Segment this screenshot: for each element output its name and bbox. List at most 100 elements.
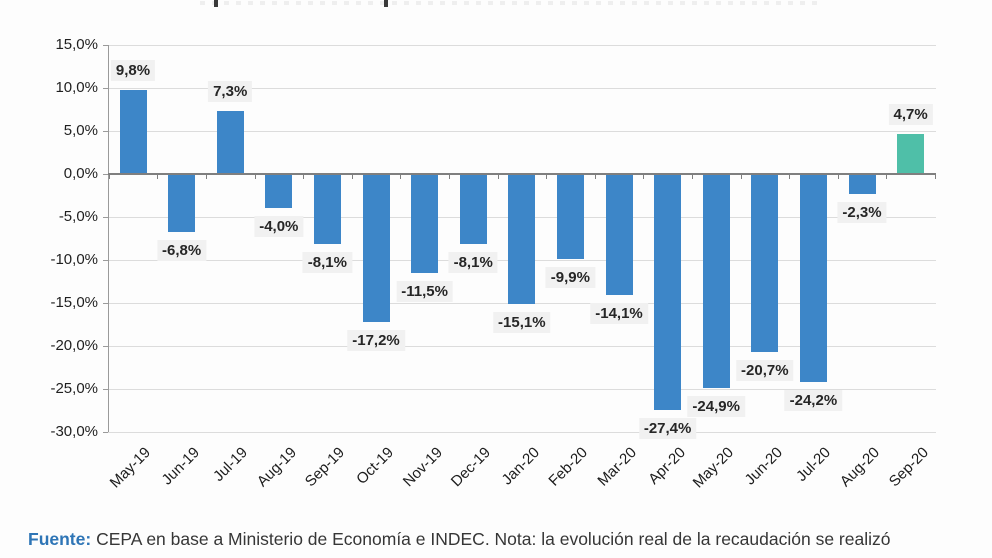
x-tick-label: Feb-20: [545, 444, 592, 490]
bar-value-label: -20,7%: [736, 360, 794, 382]
x-axis-tick: [497, 175, 499, 179]
bar-value-label: 9,8%: [110, 59, 156, 81]
x-axis-tick: [400, 175, 402, 179]
bar-value-label: -17,2%: [347, 329, 405, 351]
bar: [848, 174, 876, 194]
bar: [605, 174, 633, 296]
bar: [313, 174, 341, 244]
bar-value-label: -27,4%: [638, 417, 697, 439]
x-axis-tick: [594, 175, 596, 179]
x-tick-label: Sep-20: [885, 444, 932, 491]
x-axis-tick: [740, 175, 742, 179]
cropped-title-text-haze: [200, 1, 820, 5]
y-tick-label: -5,0%: [58, 208, 98, 225]
y-axis-tick: [103, 88, 108, 89]
x-axis-tick: [157, 175, 159, 179]
bar: [411, 174, 439, 273]
y-tick-label: -10,0%: [50, 251, 98, 268]
bar: [556, 174, 584, 260]
bar: [459, 174, 487, 244]
x-tick-label: Sep-19: [302, 444, 349, 491]
y-tick-label: -30,0%: [50, 423, 98, 440]
bar-value-label: -24,9%: [687, 396, 745, 418]
bar-value-label: 7,3%: [208, 81, 253, 103]
y-axis-tick: [103, 260, 108, 261]
x-tick-label: Apr-20: [644, 444, 689, 488]
x-tick-label: May-20: [689, 444, 738, 492]
bar: [168, 174, 196, 233]
gridline: [108, 88, 936, 89]
source-note: Fuente: CEPA en base a Ministerio de Eco…: [28, 529, 978, 550]
x-tick-label: Jun-19: [158, 444, 203, 489]
bar-value-label: -8,1%: [448, 251, 498, 273]
y-tick-label: -20,0%: [50, 337, 98, 354]
bar: [799, 174, 827, 383]
x-axis-tick: [205, 175, 207, 179]
bar: [119, 89, 147, 174]
bar-value-label: 4,7%: [888, 103, 933, 125]
x-tick-label: May-19: [106, 444, 155, 492]
source-text: CEPA en base a Ministerio de Economía e …: [91, 529, 891, 549]
cropped-title-letter-descender: [384, 0, 388, 7]
x-tick-label: Mar-20: [594, 444, 641, 490]
x-axis-tick: [934, 175, 936, 179]
y-axis-tick: [103, 131, 108, 132]
y-axis-tick: [103, 303, 108, 304]
x-axis-tick: [546, 175, 548, 179]
gridline: [108, 131, 936, 132]
y-axis-line: [108, 45, 109, 432]
x-tick-label: Nov-19: [399, 444, 446, 491]
y-axis-tick: [103, 346, 108, 347]
x-axis-tick: [789, 175, 791, 179]
x-axis-tick: [254, 175, 256, 179]
y-tick-label: 0,0%: [63, 165, 98, 182]
source-label: Fuente:: [28, 529, 92, 549]
y-tick-label: -25,0%: [50, 380, 98, 397]
bar-value-label: -6,8%: [157, 240, 207, 262]
y-axis-tick: [103, 45, 108, 46]
bar: [216, 111, 244, 174]
x-tick-label: Oct-19: [353, 444, 398, 488]
x-tick-label: Aug-19: [253, 444, 300, 491]
x-tick-label: Jul-20: [793, 444, 835, 485]
bar: [702, 174, 730, 389]
bar: [508, 174, 536, 304]
gridline: [108, 45, 936, 46]
x-tick-label: Jul-19: [210, 444, 252, 485]
x-axis-tick: [837, 175, 839, 179]
bar: [751, 174, 779, 353]
x-tick-label: Jun-20: [741, 444, 786, 489]
bar-value-label: -9,9%: [545, 267, 595, 289]
bar: [897, 133, 925, 174]
x-axis-tick: [351, 175, 353, 179]
gridline: [108, 389, 936, 390]
x-axis-tick: [886, 175, 888, 179]
gridline: [108, 346, 936, 347]
bar-value-label: -11,5%: [396, 280, 453, 302]
y-tick-label: 10,0%: [55, 79, 98, 96]
x-axis-tick: [643, 175, 645, 179]
gridline: [108, 432, 936, 433]
bar-value-label: -2,3%: [837, 201, 887, 223]
x-tick-label: Dec-19: [447, 444, 495, 491]
x-axis-tick: [691, 175, 693, 179]
bar-value-label: -8,1%: [302, 251, 352, 273]
y-tick-label: -15,0%: [50, 294, 98, 311]
cropped-chart-title: [0, 0, 992, 9]
bar-value-label: -15,1%: [493, 311, 551, 333]
bar-value-label: -14,1%: [590, 303, 648, 325]
bar-value-label: -24,2%: [784, 390, 843, 412]
y-tick-label: 15,0%: [55, 36, 98, 53]
y-axis-tick: [103, 174, 108, 175]
x-tick-label: Aug-20: [836, 444, 884, 491]
y-axis-tick: [103, 389, 108, 390]
bar-value-label: -4,0%: [254, 216, 304, 238]
x-axis-tick: [303, 175, 305, 179]
y-tick-label: 5,0%: [63, 122, 98, 139]
x-axis-tick: [448, 175, 450, 179]
x-axis-line: [108, 173, 936, 175]
bar: [265, 174, 293, 209]
bar: [654, 174, 682, 410]
y-axis-tick: [103, 217, 108, 218]
